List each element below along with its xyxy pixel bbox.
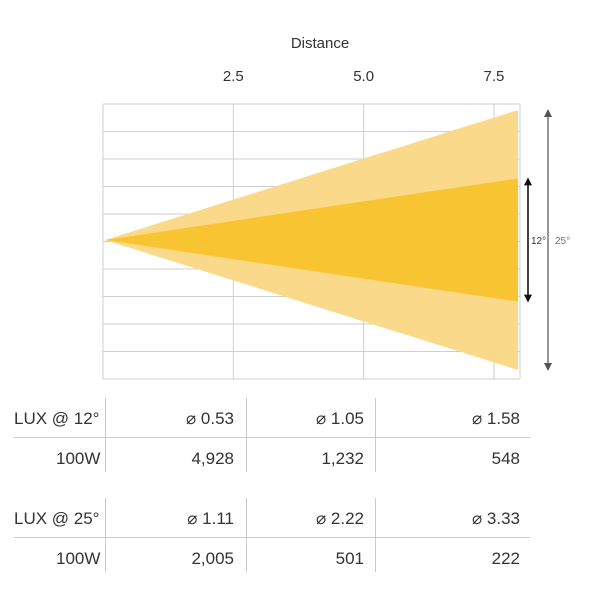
x-tick-label: 7.5 <box>484 68 505 85</box>
column-divider <box>105 398 106 472</box>
beam-layer <box>105 109 518 371</box>
x-tick-label: 5.0 <box>353 68 374 85</box>
beam-spread-chart: Distance 2.5 5.0 7.5 12° 25° <box>102 35 570 380</box>
diameter-row: LUX @ 12° ⌀ 0.53 ⌀ 1.05 ⌀ 1.58 <box>0 402 600 436</box>
table-label: LUX @ 12° <box>14 409 100 428</box>
arrow-25-down-head <box>544 363 552 372</box>
diameter-value: ⌀ 3.33 <box>471 509 520 528</box>
x-tick-label: 2.5 <box>223 68 244 85</box>
column-divider <box>246 398 247 472</box>
arrow-12-up-head <box>524 177 532 186</box>
column-divider <box>246 498 247 572</box>
diameter-value: ⌀ 1.05 <box>315 409 364 428</box>
label-12-degree: 12° <box>531 236 546 247</box>
lux-value: 222 <box>491 549 520 568</box>
arrow-25-up-head <box>544 108 552 117</box>
chart-title: Distance <box>291 35 349 52</box>
x-tick-labels: 2.5 5.0 7.5 <box>223 68 504 85</box>
diameter-value: ⌀ 0.53 <box>185 409 234 428</box>
lux-row: 100W 4,928 1,232 548 <box>0 442 600 476</box>
diameter-value: ⌀ 2.22 <box>315 509 364 528</box>
row-divider <box>14 537 530 538</box>
lux-value: 2,005 <box>191 549 234 568</box>
diameter-value: ⌀ 1.11 <box>187 509 234 528</box>
row-divider <box>14 437 530 438</box>
diameter-value: ⌀ 1.58 <box>471 409 520 428</box>
beam-angle-annotations: 12° 25° <box>524 108 570 372</box>
wattage-label: 100W <box>56 449 101 468</box>
column-divider <box>375 498 376 572</box>
diameter-row: LUX @ 25° ⌀ 1.11 ⌀ 2.22 ⌀ 3.33 <box>0 502 600 536</box>
column-divider <box>375 398 376 472</box>
lux-value: 548 <box>491 449 520 468</box>
lux-value: 1,232 <box>321 449 364 468</box>
beam-12-degree <box>105 178 518 302</box>
lux-row: 100W 2,005 501 222 <box>0 542 600 576</box>
lux-value: 4,928 <box>191 449 234 468</box>
arrow-12-down-head <box>524 294 532 303</box>
lux-value: 501 <box>335 549 364 568</box>
column-divider <box>105 498 106 572</box>
wattage-label: 100W <box>56 549 101 568</box>
label-25-degree: 25° <box>555 236 570 247</box>
table-label: LUX @ 25° <box>14 509 100 528</box>
